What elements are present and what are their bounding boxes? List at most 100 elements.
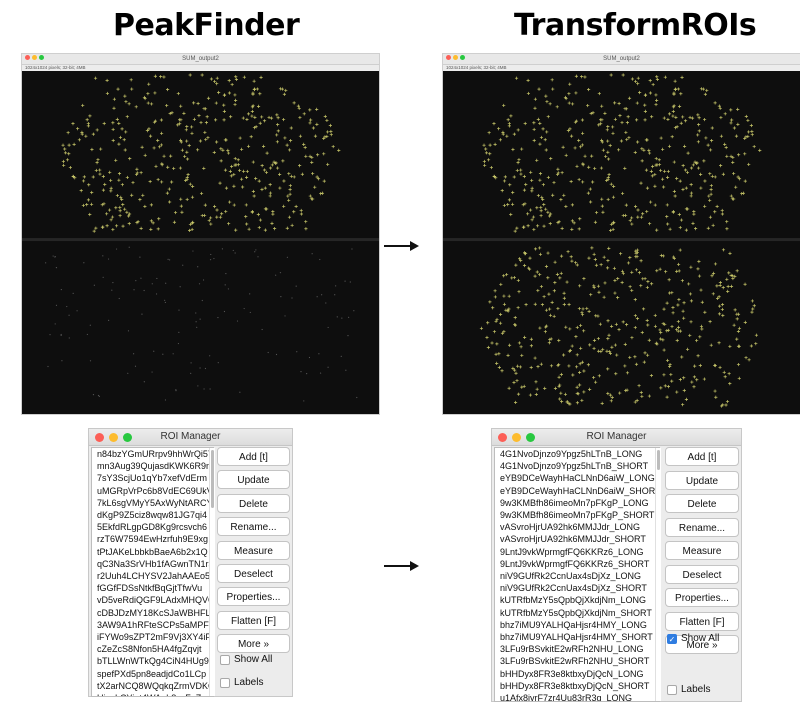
image-window-right[interactable]: SUM_output2 1024x1024 pixels; 32-bit; 4M… — [442, 53, 800, 415]
deselect-button[interactable]: Deselect — [217, 564, 290, 583]
roi-list-item[interactable]: niV9GUfRk2CcnUax4sDjXz_LONG — [500, 571, 642, 582]
flatten-f-button[interactable]: Flatten [F] — [665, 611, 739, 631]
scrollbar[interactable] — [655, 448, 661, 701]
image-canvas-left[interactable] — [22, 71, 379, 414]
roi-list-item[interactable]: rzT6W7594EwHzrfuh9E9xg — [97, 534, 209, 545]
minimize-icon[interactable] — [512, 433, 521, 442]
roi-list-item[interactable]: kUTRfbMzY5sQpbQjXkdjNm_SHORT — [500, 607, 652, 618]
delete-button[interactable]: Delete — [665, 494, 739, 513]
roi-list-item[interactable]: dKgP9Z5ciz8wqw81JG7qi4 — [97, 510, 208, 521]
checkbox-box[interactable] — [667, 684, 677, 695]
roi-list-item[interactable]: iFYWo9sZPT2mF9Vj3XY4iF — [97, 632, 211, 643]
roi-list-item[interactable]: UjxeLCYjet4WAoh8zxFgZ — [92, 692, 213, 696]
roi-list-item[interactable]: eYB9DCeWayhHaCLNnD6aiW_SHORT — [500, 485, 660, 496]
add-t-button[interactable]: Add [t] — [665, 447, 739, 466]
roi-list-item[interactable]: 7sY3ScjUo1qYb7xefVdErm — [97, 473, 208, 484]
deselect-button[interactable]: Deselect — [665, 564, 739, 584]
roi-list-item[interactable]: eYB9DCeWayhHaCLNnD6aiW_LONG — [500, 473, 655, 484]
roi-list-item[interactable]: cZeZcS8Nfon5HA4fgZqvjt — [97, 644, 202, 655]
roi-manager-titlebar[interactable]: ROI Manager — [89, 429, 292, 446]
roi-list-item[interactable]: uMGRpVrPc6b8VdEC69UkVZ — [97, 485, 214, 496]
roi-list-item[interactable]: fGGfFDSsNtkfBqGjtTfwVu — [97, 583, 203, 594]
rename-button[interactable]: Rename... — [665, 517, 739, 537]
roi-list-item[interactable]: u1Afx8iyrF7zr4Uu83rR3q_LONG — [500, 693, 633, 702]
roi-list[interactable]: 4G1NvoDjnzo9Ypgz5hLTnB_LONG 4G1NvoDjnzo9Y… — [494, 447, 660, 702]
roi-list-item[interactable]: qC3Na3SrVHb1fAGwnTN1ra — [97, 558, 214, 569]
roi-list-item[interactable]: bHHDyx8FR3e8ktbxyDjQcN_LONG — [500, 668, 644, 679]
roi-list-item[interactable]: r2Uuh4LCHYSV2JahAAEo57 — [97, 571, 214, 582]
show-all-checkbox[interactable]: Show All — [220, 654, 272, 665]
roi-manager-titlebar[interactable]: ROI Manager — [492, 429, 741, 446]
roi-list-item[interactable]: mn3Aug39QujasdKWK6R9mp — [97, 461, 214, 472]
update-button[interactable]: Update — [217, 470, 290, 490]
more-button[interactable]: More » — [217, 634, 290, 654]
maximize-icon[interactable] — [460, 55, 465, 60]
roi-list-item[interactable]: 4G1NvoDjnzo9Ypgz5hLTnB_SHORT — [500, 461, 649, 472]
roi-list-item[interactable]: 3LFu9rBSvkitE2wRFh2NHU_LONG — [500, 644, 644, 655]
roi-list-item[interactable]: bTLLWnWTkQg4CiN4HUg97F — [97, 656, 214, 667]
minimize-icon[interactable] — [453, 55, 458, 60]
measure-button[interactable]: Measure — [217, 540, 290, 560]
checkbox-box[interactable] — [220, 654, 230, 665]
roi-list-item[interactable]: bHHDyx8FR3e8ktbxyDjQcN_SHORT — [500, 680, 650, 691]
roi-list-item[interactable]: vASvroHjrUA92hk6MMJJdr_LONG — [500, 522, 641, 533]
faint-spot — [202, 279, 205, 281]
image-window-titlebar[interactable]: SUM_output2 — [443, 54, 800, 65]
roi-list-item[interactable]: 5EkfdRLgpGD8Kg9rcsvch6 — [97, 522, 208, 533]
roi-list-item[interactable]: 9w3KMBfh86imeoMn7pFKgP_SHORT — [500, 510, 655, 521]
peak-marker — [209, 216, 213, 220]
roi-list-item[interactable]: kUTRfbMzY5sQpbQjXkdjNm_LONG — [500, 595, 647, 606]
check-icon[interactable]: ✓ — [667, 633, 677, 644]
properties-button[interactable]: Properties... — [665, 588, 739, 607]
scrollbar-thumb[interactable] — [657, 450, 660, 470]
peak-marker — [121, 203, 125, 207]
maximize-icon[interactable] — [526, 433, 535, 442]
labels-checkbox[interactable]: Labels — [220, 677, 263, 688]
roi-list[interactable]: n84bzYGmURrpv9hhWrQi57 mn3Aug39QujasdKWK6… — [91, 447, 214, 697]
scrollbar-thumb[interactable] — [211, 450, 214, 508]
roi-list-item[interactable]: vASvroHjrUA92hk6MMJJdr_SHORT — [500, 534, 646, 545]
roi-list-item[interactable]: 4G1NvoDjnzo9Ypgz5hLTnB_LONG — [500, 449, 643, 459]
roi-list-item[interactable]: 3LFu9rBSvkitE2wRFh2NHU_SHORT — [500, 656, 650, 667]
roi-list-item[interactable]: tX2arNCQ8WQqkqZrmVDKGJ — [97, 680, 214, 691]
add-t-button[interactable]: Add [t] — [217, 447, 290, 466]
roi-list-item[interactable]: n84bzYGmURrpv9hhWrQi57 — [97, 449, 213, 459]
close-icon[interactable] — [498, 433, 507, 442]
roi-manager-window-right[interactable]: ROI Manager 4G1NvoDjnzo9Ypgz5hLTnB_LONG 4… — [491, 428, 742, 702]
image-window-left[interactable]: SUM_output2 1024x1024 pixels; 32-bit; 4M… — [21, 53, 380, 415]
image-canvas-right[interactable] — [443, 71, 800, 414]
maximize-icon[interactable] — [39, 55, 44, 60]
measure-button[interactable]: Measure — [665, 541, 739, 560]
properties-button[interactable]: Properties... — [217, 587, 290, 607]
close-icon[interactable] — [25, 55, 30, 60]
roi-list-item[interactable]: 9w3KMBfh86imeoMn7pFKgP_LONG — [500, 497, 649, 508]
roi-list-item[interactable]: 3AW9A1hRFteSCPs5aMPFTZ — [97, 619, 214, 630]
rename-button[interactable]: Rename... — [217, 517, 290, 537]
flatten-f-button[interactable]: Flatten [F] — [217, 610, 290, 630]
close-icon[interactable] — [95, 433, 104, 442]
roi-list-item[interactable]: bhz7iMU9YALHQaHjsr4HMY_SHORT — [500, 632, 653, 643]
roi-list-item[interactable]: 7kL6sgVMyY5AxWyNtARCYs — [97, 497, 214, 508]
close-icon[interactable] — [446, 55, 451, 60]
peak-marker — [102, 121, 106, 126]
delete-button[interactable]: Delete — [217, 493, 290, 513]
more-button[interactable]: More » — [665, 635, 739, 654]
update-button[interactable]: Update — [665, 470, 739, 490]
maximize-icon[interactable] — [123, 433, 132, 442]
image-window-titlebar[interactable]: SUM_output2 — [22, 54, 379, 65]
roi-list-item[interactable]: tPtJAKeLbbkbBaeA6b2x1Q — [97, 546, 208, 557]
roi-list-item[interactable]: 9LntJ9vkWprmgfFQ6KKRz6_LONG — [500, 546, 644, 557]
checkbox-box[interactable] — [220, 677, 230, 688]
roi-manager-window-left[interactable]: ROI Manager n84bzYGmURrpv9hhWrQi57 mn3Aug… — [88, 428, 293, 697]
show-all-checkbox[interactable]: ✓ Show All — [667, 633, 719, 644]
roi-list-item[interactable]: spefPXd5pn8eadjdCo1LCp — [97, 668, 207, 679]
roi-list-item[interactable]: vD5veRdiQGF9LAdxMHQVGY — [97, 595, 214, 606]
labels-checkbox[interactable]: Labels — [667, 684, 710, 695]
roi-list-item[interactable]: niV9GUfRk2CcnUax4sDjXz_SHORT — [500, 583, 647, 594]
roi-list-item[interactable]: cDBJDzMY18KcSJaWBHFLEM — [97, 607, 214, 618]
roi-list-item[interactable]: 9LntJ9vkWprmgfFQ6KKRz6_SHORT — [500, 558, 650, 569]
minimize-icon[interactable] — [109, 433, 118, 442]
roi-list-item[interactable]: bhz7iMU9YALHQaHjsr4HMY_LONG — [500, 619, 647, 630]
minimize-icon[interactable] — [32, 55, 37, 60]
scrollbar[interactable] — [209, 448, 215, 696]
